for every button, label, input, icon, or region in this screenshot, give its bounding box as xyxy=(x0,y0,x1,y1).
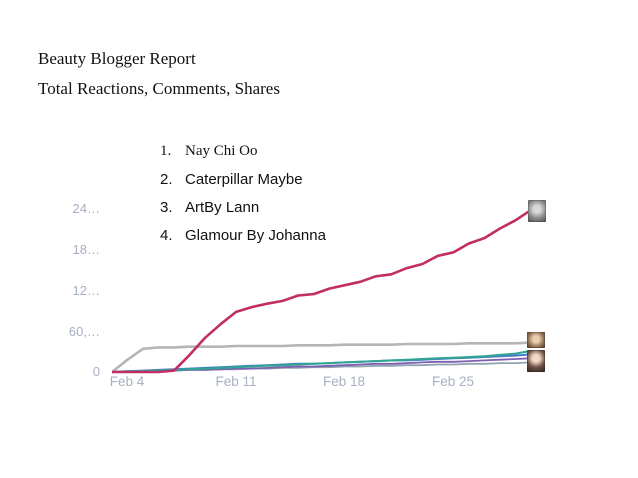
line-end-avatar-icon xyxy=(527,350,545,372)
legend-item-label: Caterpillar Maybe xyxy=(185,171,303,188)
legend-item-4: 4. Glamour By Johanna xyxy=(160,227,326,244)
legend-item-rank: 3. xyxy=(160,199,173,216)
legend-item-rank: 2. xyxy=(160,171,173,188)
series-line-caterpillar-maybe xyxy=(112,341,531,374)
y-axis-tick-0: 0 xyxy=(92,364,100,379)
page-subtitle: Total Reactions, Comments, Shares xyxy=(38,79,280,98)
legend-item-rank: 1. xyxy=(160,143,172,159)
line-chart-canvas xyxy=(112,208,531,374)
legend-item-label: Glamour By Johanna xyxy=(185,227,326,244)
y-axis-tick-180k: 18… xyxy=(72,242,100,257)
legend-item-label: ArtBy Lann xyxy=(185,199,260,216)
y-axis-tick-60k: 60,… xyxy=(68,324,100,339)
series-line-nay-chi-oo xyxy=(112,208,531,374)
line-end-avatar-icon xyxy=(527,332,545,348)
x-axis-tick-feb18: Feb 18 xyxy=(322,374,366,389)
x-axis-tick-feb11: Feb 11 xyxy=(215,374,257,389)
y-axis-tick-120k: 12… xyxy=(72,283,100,298)
legend-item-3: 3. ArtBy Lann xyxy=(160,199,326,216)
legend-item-1: 1. Nay Chi Oo xyxy=(160,143,326,160)
legend-item-rank: 4. xyxy=(160,227,173,244)
legend-item-label: Nay Chi Oo xyxy=(185,143,258,159)
legend-item-2: 2. Caterpillar Maybe xyxy=(160,171,326,188)
page-title: Beauty Blogger Report xyxy=(38,49,196,68)
x-axis-tick-feb4: Feb 4 xyxy=(109,374,145,389)
x-axis-tick-feb25: Feb 25 xyxy=(431,374,475,389)
series-line-artby-lann xyxy=(112,349,531,373)
legend-list: 1. Nay Chi Oo 2. Caterpillar Maybe 3. Ar… xyxy=(160,143,326,255)
y-axis-tick-240k: 24… xyxy=(72,201,100,216)
line-end-avatar-icon xyxy=(528,200,546,222)
